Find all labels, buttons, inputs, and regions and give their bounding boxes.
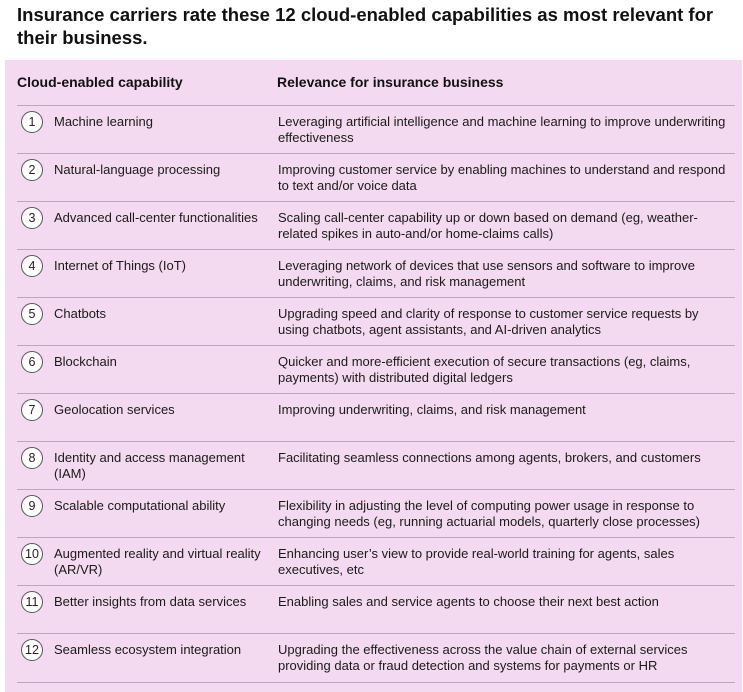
row-number-badge: 7 xyxy=(21,399,43,421)
relevance-cell: Upgrading speed and clarity of response … xyxy=(278,306,699,337)
capability-cell: Scalable computational ability xyxy=(54,498,226,513)
relevance-cell: Facilitating seamless connections among … xyxy=(278,450,701,465)
row-number-badge: 4 xyxy=(21,255,43,277)
capability-cell: Machine learning xyxy=(54,114,154,129)
row-number-badge: 12 xyxy=(21,639,43,661)
table-row: 6 Blockchain Quicker and more-efficient … xyxy=(17,345,735,394)
row-number-badge: 3 xyxy=(21,207,43,229)
relevance-cell: Upgrading the effectiveness across the v… xyxy=(278,642,688,673)
capability-cell: Better insights from data services xyxy=(54,594,247,609)
table-row: 10 Augmented reality and virtual reality… xyxy=(17,537,735,586)
table-row: 12 Seamless ecosystem integration Upgrad… xyxy=(17,633,735,683)
table-row: 1 Machine learning Leveraging artificial… xyxy=(17,105,735,154)
capability-cell: Natural-language processing xyxy=(54,162,221,177)
relevance-cell: Quicker and more-efficient execution of … xyxy=(278,354,691,385)
relevance-cell: Improving underwriting, claims, and risk… xyxy=(278,402,586,417)
table-row: 8 Identity and access management (IAM) F… xyxy=(17,441,735,490)
capability-cell: Chatbots xyxy=(54,306,107,321)
capability-cell: Augmented reality and virtual reality (A… xyxy=(54,546,261,577)
relevance-cell: Scaling call-center capability up or dow… xyxy=(278,210,698,241)
column-header-capability: Cloud-enabled capability xyxy=(17,74,183,90)
relevance-cell: Enabling sales and service agents to cho… xyxy=(278,594,659,609)
relevance-cell: Improving customer service by enabling m… xyxy=(278,162,726,193)
capability-cell: Advanced call-center functionalities xyxy=(54,210,258,225)
capability-cell: Seamless ecosystem integration xyxy=(54,642,242,657)
row-number-badge: 1 xyxy=(21,111,43,133)
table-row: 9 Scalable computational ability Flexibi… xyxy=(17,489,735,538)
column-header-relevance: Relevance for insurance business xyxy=(277,74,504,90)
relevance-cell: Flexibility in adjusting the level of co… xyxy=(278,498,701,529)
capabilities-table: Cloud-enabled capability Relevance for i… xyxy=(5,60,742,692)
capability-cell: Blockchain xyxy=(54,354,117,369)
relevance-cell: Leveraging network of devices that use s… xyxy=(278,258,695,289)
capability-cell: Geolocation services xyxy=(54,402,175,417)
table-row: 11 Better insights from data services En… xyxy=(17,585,735,634)
page-title: Insurance carriers rate these 12 cloud-e… xyxy=(17,4,714,48)
table-row: 3 Advanced call-center functionalities S… xyxy=(17,201,735,250)
table-row: 2 Natural-language processing Improving … xyxy=(17,153,735,202)
row-number-badge: 5 xyxy=(21,303,43,325)
relevance-cell: Leveraging artificial intelligence and m… xyxy=(278,114,726,145)
row-number-badge: 2 xyxy=(21,159,43,181)
row-number-badge: 8 xyxy=(21,447,43,469)
table-row: 7 Geolocation services Improving underwr… xyxy=(17,393,735,442)
table-row: 5 Chatbots Upgrading speed and clarity o… xyxy=(17,297,735,346)
row-number-badge: 10 xyxy=(21,543,43,565)
table-header: Cloud-enabled capability Relevance for i… xyxy=(5,60,742,105)
relevance-cell: Enhancing user’s view to provide real-wo… xyxy=(278,546,675,577)
table-row: 4 Internet of Things (IoT) Leveraging ne… xyxy=(17,249,735,298)
row-number-badge: 6 xyxy=(21,351,43,373)
capability-cell: Internet of Things (IoT) xyxy=(54,258,186,273)
capability-cell: Identity and access management (IAM) xyxy=(54,450,245,481)
row-number-badge: 11 xyxy=(21,591,43,613)
row-number-badge: 9 xyxy=(21,495,43,517)
